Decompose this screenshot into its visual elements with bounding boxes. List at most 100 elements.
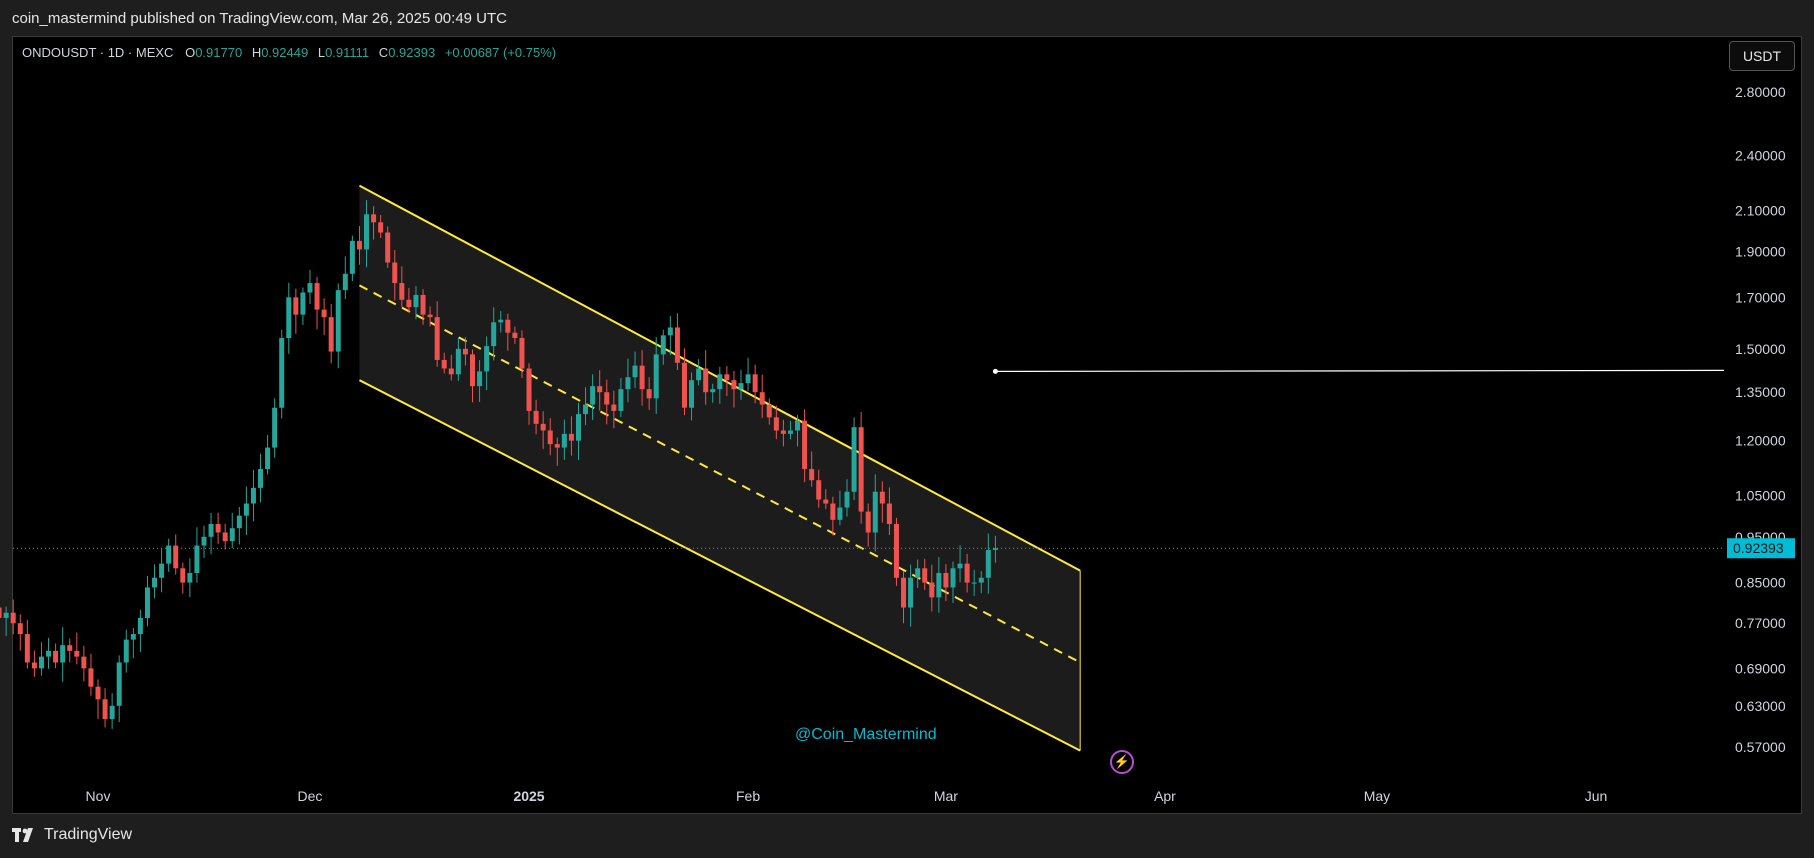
candle[interactable] — [60, 627, 66, 682]
candle[interactable] — [95, 679, 101, 719]
candle[interactable] — [392, 250, 398, 301]
candle[interactable] — [173, 534, 179, 575]
candle[interactable] — [159, 548, 165, 593]
candle[interactable] — [872, 474, 878, 552]
candle[interactable] — [936, 556, 942, 613]
candle[interactable] — [964, 554, 970, 593]
candle[interactable] — [575, 402, 581, 460]
candle[interactable] — [660, 329, 666, 365]
candle[interactable] — [922, 558, 928, 590]
candle[interactable] — [731, 370, 737, 408]
tradingview-logo[interactable]: TradingView — [12, 826, 132, 844]
candle[interactable] — [441, 352, 447, 374]
candle[interactable] — [681, 348, 687, 416]
candle[interactable] — [314, 276, 320, 330]
candle[interactable] — [24, 619, 30, 669]
candle[interactable] — [215, 512, 221, 544]
candle[interactable] — [816, 469, 822, 508]
candle[interactable] — [823, 489, 829, 509]
candle[interactable] — [766, 398, 772, 425]
candle[interactable] — [413, 286, 419, 320]
candle[interactable] — [477, 360, 483, 403]
candle[interactable] — [554, 437, 560, 466]
candle[interactable] — [597, 370, 603, 411]
candle[interactable] — [286, 282, 292, 354]
candle[interactable] — [674, 313, 680, 371]
candle[interactable] — [625, 358, 631, 403]
candle[interactable] — [717, 366, 723, 404]
candle[interactable] — [427, 306, 433, 327]
candle[interactable] — [865, 503, 871, 547]
candle[interactable] — [88, 654, 94, 696]
candle[interactable] — [752, 364, 758, 404]
candle[interactable] — [272, 398, 278, 458]
ray-anchor[interactable] — [992, 368, 998, 374]
candle[interactable] — [830, 496, 836, 536]
candle[interactable] — [130, 628, 136, 659]
candle[interactable] — [222, 523, 228, 550]
candle[interactable] — [265, 434, 271, 475]
candle[interactable] — [547, 418, 553, 456]
candle[interactable] — [462, 337, 468, 366]
candle[interactable] — [950, 561, 956, 603]
candle[interactable] — [795, 414, 801, 447]
candle[interactable] — [978, 571, 984, 594]
candle[interactable] — [901, 570, 907, 624]
candle[interactable] — [356, 226, 362, 265]
candle[interactable] — [773, 405, 779, 440]
candle[interactable] — [971, 569, 977, 596]
candle[interactable] — [844, 479, 850, 517]
candle[interactable] — [74, 632, 80, 665]
candle[interactable] — [540, 411, 546, 449]
chart-pane[interactable] — [12, 36, 1802, 814]
candle[interactable] — [893, 517, 899, 586]
candle[interactable] — [3, 606, 9, 636]
candle[interactable] — [851, 417, 857, 501]
candle[interactable] — [858, 411, 864, 524]
candle[interactable] — [957, 545, 963, 583]
candle[interactable] — [639, 350, 645, 406]
candle[interactable] — [484, 336, 490, 391]
candle[interactable] — [17, 614, 23, 651]
candle[interactable] — [985, 533, 991, 594]
currency-button[interactable]: USDT — [1729, 41, 1795, 71]
candle[interactable] — [646, 377, 652, 410]
candle[interactable] — [38, 642, 44, 676]
candle[interactable] — [745, 357, 751, 391]
channel-lower-line[interactable] — [358, 379, 1081, 752]
candle[interactable] — [455, 338, 461, 381]
candle[interactable] — [229, 512, 235, 549]
candle[interactable] — [724, 366, 730, 397]
candle[interactable] — [102, 688, 108, 728]
candle[interactable] — [385, 226, 391, 268]
candle[interactable] — [116, 655, 122, 723]
candle[interactable] — [293, 288, 299, 334]
candle[interactable] — [915, 559, 921, 588]
candle[interactable] — [809, 451, 815, 487]
candle[interactable] — [53, 643, 59, 669]
candle[interactable] — [420, 289, 426, 325]
candle[interactable] — [618, 378, 624, 417]
candle[interactable] — [590, 374, 596, 420]
candle[interactable] — [10, 599, 16, 635]
candle[interactable] — [307, 269, 313, 304]
candle[interactable] — [837, 490, 843, 526]
candle[interactable] — [123, 629, 129, 673]
candle[interactable] — [208, 512, 214, 555]
candle[interactable] — [696, 359, 702, 386]
candle[interactable] — [448, 354, 454, 381]
candle[interactable] — [561, 419, 567, 460]
candle[interactable] — [335, 283, 341, 369]
candle[interactable] — [879, 481, 885, 523]
candle[interactable] — [194, 527, 200, 583]
candle[interactable] — [279, 330, 285, 419]
candle[interactable] — [943, 564, 949, 602]
candle[interactable] — [399, 266, 405, 307]
candle[interactable] — [137, 609, 143, 653]
candle[interactable] — [243, 486, 249, 536]
candle[interactable] — [434, 301, 440, 367]
candle[interactable] — [321, 298, 327, 336]
candle[interactable] — [300, 287, 306, 325]
candle[interactable] — [703, 350, 709, 405]
candle[interactable] — [604, 379, 610, 425]
